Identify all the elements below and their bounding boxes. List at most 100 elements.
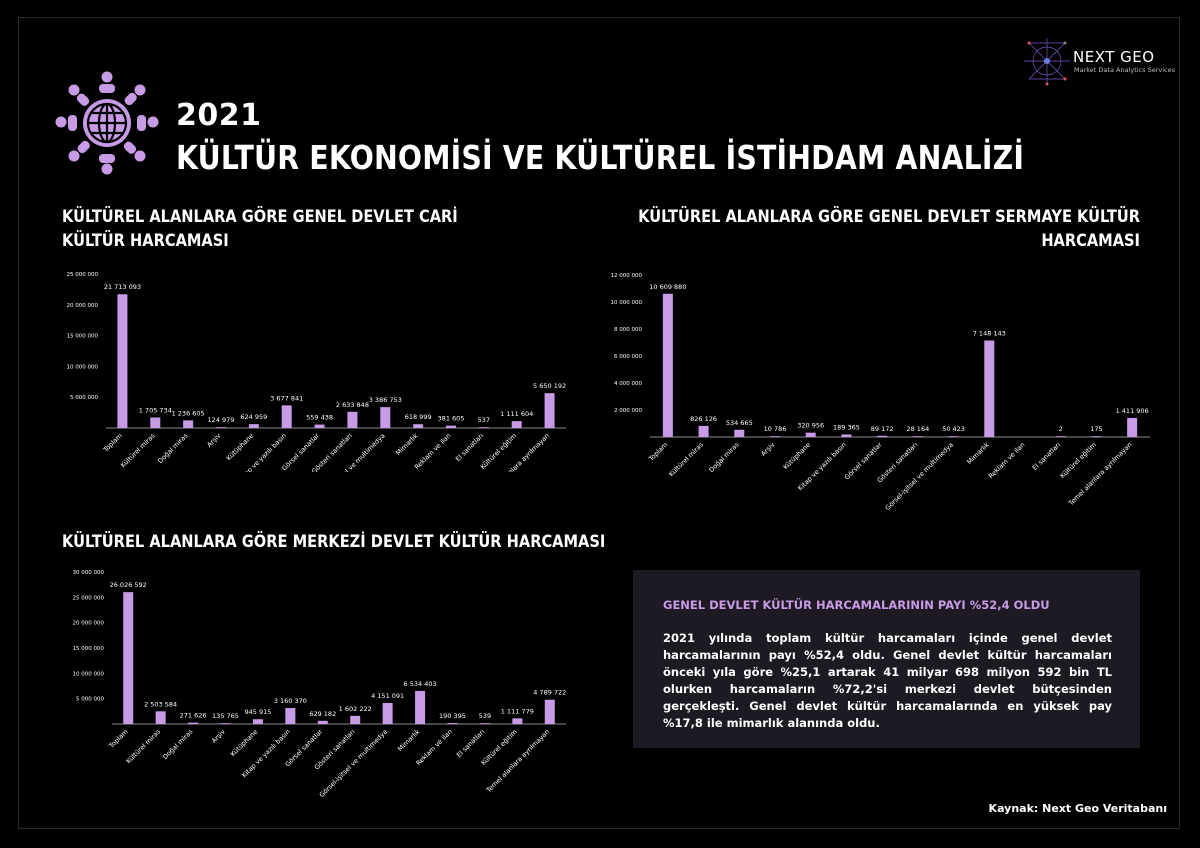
bar <box>948 436 959 437</box>
bar <box>216 427 226 428</box>
data-label: 10 786 <box>764 425 787 433</box>
y-tick-label: 10 000 000 <box>73 671 105 677</box>
x-tick-label: El sanatları <box>455 728 486 759</box>
y-tick-label: 5 000 000 <box>76 697 104 703</box>
y-tick-label: 2 000 000 <box>614 408 642 414</box>
x-tick-label: Kültürel miras <box>124 727 162 765</box>
y-tick-label: 15 000 000 <box>73 646 105 652</box>
data-label: 1 411 906 <box>1116 407 1149 415</box>
bar <box>1127 417 1138 437</box>
data-label: 124 979 <box>208 416 235 424</box>
bar <box>734 429 745 437</box>
source-note: Kaynak: Next Geo Veritabanı <box>988 802 1167 815</box>
chart-3-title: KÜLTÜREL ALANLARA GÖRE MERKEZİ DEVLET KÜ… <box>62 532 606 552</box>
bar <box>479 723 490 724</box>
data-label: 5 650 192 <box>533 382 566 390</box>
bar <box>281 405 292 428</box>
bar <box>123 592 134 724</box>
bar <box>317 720 328 724</box>
bar <box>155 711 166 724</box>
x-tick-label: Görsel-işitsel ve multimedya <box>318 728 389 799</box>
bar <box>220 723 231 724</box>
y-tick-label: 20 000 000 <box>73 621 105 627</box>
bar <box>413 424 424 428</box>
bar <box>347 411 358 428</box>
data-label: 539 <box>479 712 491 720</box>
data-label: 135 765 <box>212 712 239 720</box>
bar <box>150 417 161 428</box>
x-tick-label: Mimarlık <box>396 728 421 753</box>
x-tick-label: Görsel-işitsel ve multimedya <box>884 441 955 512</box>
x-tick-label: Kütüphane <box>225 432 255 462</box>
bar <box>984 340 995 437</box>
data-label: 618 999 <box>405 413 432 421</box>
data-label: 381 605 <box>438 415 465 423</box>
data-label: 826 126 <box>690 415 717 423</box>
data-label: 559 438 <box>306 414 333 422</box>
bar <box>248 424 259 428</box>
globe-people-icon <box>55 71 159 175</box>
x-tick-label: Temel alanlara ayrılmayan <box>484 728 551 795</box>
y-tick-label: 25 000 000 <box>73 595 105 601</box>
bar <box>285 707 296 724</box>
y-tick-label: 10 000 000 <box>67 364 99 370</box>
data-label: 320 956 <box>797 422 824 430</box>
chart-capital-expenditure: 2 000 000 4 000 000 6 000 000 8 000 000 10 0… <box>611 273 1150 512</box>
data-label: 534 665 <box>726 419 753 427</box>
x-tick-label: Görsel sanatlar <box>843 441 884 482</box>
data-label: 21 713 093 <box>104 283 141 291</box>
x-tick-label: Arşiv <box>210 728 227 745</box>
bar <box>350 715 361 724</box>
page-frame <box>18 17 1180 829</box>
data-label: 3 386 753 <box>369 396 402 404</box>
bar <box>805 432 816 437</box>
info-heading: GENEL DEVLET KÜLTÜR HARCAMALARININ PAYI … <box>663 598 1050 612</box>
x-tick-label: Kültürel miras <box>119 431 157 469</box>
x-tick-label: Arşiv <box>205 432 222 449</box>
data-label: 4 789 722 <box>533 689 566 697</box>
data-label: 2 503 584 <box>144 700 177 708</box>
bar <box>511 421 522 428</box>
bar <box>1091 436 1102 437</box>
data-label: 3 677 841 <box>270 394 303 402</box>
y-tick-label: 4 000 000 <box>614 381 642 387</box>
bar <box>252 719 263 724</box>
x-tick-label: Doğal miras <box>707 440 741 474</box>
bar <box>188 722 199 724</box>
data-label: 10 609 880 <box>649 283 686 291</box>
x-tick-label: Arşiv <box>759 441 776 458</box>
data-label: 1 705 734 <box>139 406 172 414</box>
data-label: 2 633 848 <box>336 401 369 409</box>
y-tick-label: 25 000 000 <box>67 272 99 278</box>
x-tick-label: Toplam <box>647 441 670 464</box>
chart-central-government: 5 000 000 10 000 000 15 000 000 20 000 000 2… <box>73 570 567 799</box>
data-label: 1 602 222 <box>339 705 372 713</box>
network-globe-icon <box>1024 38 1070 86</box>
year-heading: 2021 <box>176 98 262 133</box>
y-tick-label: 5 000 000 <box>70 395 98 401</box>
y-tick-label: 12 000 000 <box>611 273 643 279</box>
data-label: 629 182 <box>309 710 336 718</box>
info-body: 2021 yılında toplam kültür harcamaları i… <box>663 631 1112 730</box>
bar <box>877 435 888 437</box>
logo-subtitle: Market Data Analytics Services <box>1074 66 1175 74</box>
data-label: 189 365 <box>833 423 860 431</box>
data-label: 175 <box>1090 425 1102 433</box>
x-tick-label: Mimarlık <box>965 441 990 466</box>
bar <box>841 434 852 437</box>
x-tick-label: Doğal miras <box>156 431 190 465</box>
bar <box>770 436 780 437</box>
data-label: 50 423 <box>942 425 965 433</box>
bar <box>662 293 673 437</box>
page-title: KÜLTÜR EKONOMİSİ VE KÜLTÜREL İSTİHDAM AN… <box>176 138 1025 177</box>
data-label: 190 395 <box>439 712 466 720</box>
data-label: 537 <box>478 416 490 424</box>
data-label: 6 534 403 <box>404 680 437 688</box>
y-tick-label: 15 000 000 <box>67 334 99 340</box>
x-tick-label: Kültürel miras <box>667 440 705 478</box>
bar <box>698 425 709 437</box>
bar <box>415 690 426 724</box>
y-tick-label: 10 000 000 <box>611 300 643 306</box>
x-tick-label: Reklam ve ilan <box>987 441 1026 480</box>
chart-current-expenditure: 5 000 000 10 000 000 15 000 000 20 000 000 2… <box>67 272 567 472</box>
